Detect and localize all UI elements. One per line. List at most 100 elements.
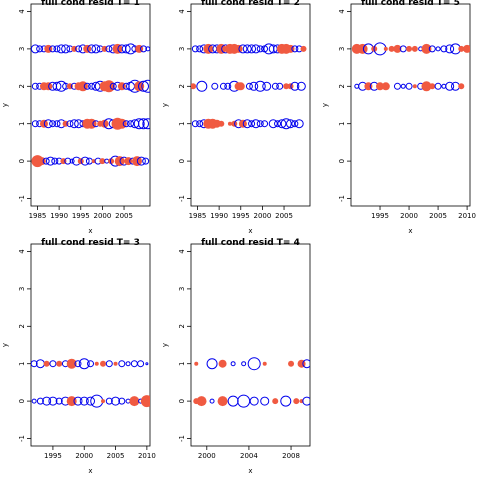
open-point bbox=[45, 156, 55, 166]
open-point bbox=[230, 361, 236, 367]
x-tick-label: 2004 bbox=[240, 452, 258, 460]
y-tick-label: 1 bbox=[338, 121, 346, 125]
open-point bbox=[31, 398, 37, 404]
points bbox=[351, 42, 470, 92]
open-point bbox=[196, 80, 208, 92]
filled-point bbox=[262, 361, 267, 366]
plot-frame bbox=[350, 3, 471, 207]
open-point bbox=[219, 82, 227, 90]
open-point bbox=[248, 120, 256, 128]
y-axis-label: y bbox=[1, 103, 9, 107]
y-tick-label: -1 bbox=[178, 195, 186, 202]
open-point bbox=[51, 157, 59, 165]
filled-point bbox=[217, 396, 228, 407]
open-point bbox=[227, 395, 239, 407]
open-point bbox=[400, 83, 406, 89]
y-tick-label: 1 bbox=[178, 121, 186, 125]
open-point bbox=[142, 118, 150, 130]
open-point bbox=[56, 44, 66, 54]
open-point bbox=[31, 120, 39, 128]
filled-point bbox=[393, 44, 402, 53]
x-tick-label: 2000 bbox=[93, 212, 111, 220]
open-point bbox=[49, 120, 57, 128]
open-point bbox=[64, 157, 72, 165]
open-point bbox=[83, 82, 91, 90]
filled-point bbox=[357, 43, 368, 54]
y-tick-label: -1 bbox=[178, 435, 186, 442]
open-point bbox=[75, 45, 83, 53]
y-tick-label: 0 bbox=[18, 399, 26, 403]
open-point bbox=[74, 360, 82, 368]
filled-point bbox=[236, 82, 245, 91]
open-point bbox=[242, 44, 252, 54]
plot-frame bbox=[30, 3, 151, 207]
open-point bbox=[121, 44, 131, 54]
y-tick-label: 3 bbox=[178, 47, 186, 51]
open-point bbox=[140, 45, 148, 53]
open-point bbox=[86, 396, 95, 406]
filled-point bbox=[100, 119, 109, 128]
open-point bbox=[191, 45, 199, 53]
panel-title: full cond resid T= 2 bbox=[201, 0, 300, 8]
open-point bbox=[91, 44, 101, 54]
filled-point bbox=[381, 82, 390, 91]
x-tick-label: 1995 bbox=[44, 452, 62, 460]
open-point bbox=[137, 360, 145, 368]
filled-point bbox=[129, 396, 140, 407]
y-tick-label: 1 bbox=[18, 361, 26, 365]
open-point bbox=[206, 358, 218, 370]
x-axis-label: x bbox=[248, 227, 252, 235]
open-point bbox=[130, 360, 138, 368]
open-point bbox=[445, 81, 455, 91]
filled-point bbox=[383, 46, 388, 51]
open-point bbox=[49, 360, 57, 368]
x-tick-label: 1995 bbox=[72, 212, 90, 220]
open-point bbox=[48, 396, 58, 406]
x-tick-label: 1985 bbox=[29, 212, 47, 220]
open-point bbox=[141, 79, 150, 93]
x-tick-label: 1990 bbox=[50, 212, 68, 220]
filled-point bbox=[388, 45, 395, 52]
x-axis-label: x bbox=[88, 227, 92, 235]
open-point bbox=[249, 81, 259, 91]
filled-point bbox=[86, 118, 97, 129]
open-point bbox=[440, 45, 448, 53]
open-point bbox=[127, 120, 135, 128]
x-axis-label: x bbox=[248, 467, 252, 475]
open-point bbox=[31, 44, 40, 54]
y-axis-label: y bbox=[321, 103, 329, 107]
open-point bbox=[87, 44, 97, 54]
open-point bbox=[211, 82, 219, 90]
open-point bbox=[238, 44, 248, 54]
filled-point bbox=[191, 83, 197, 90]
filled-point bbox=[66, 358, 77, 369]
filled-point bbox=[56, 360, 63, 367]
open-point bbox=[142, 157, 150, 165]
open-point bbox=[43, 119, 53, 129]
filled-point bbox=[134, 81, 145, 92]
filled-point bbox=[421, 81, 432, 92]
open-point bbox=[294, 119, 304, 129]
y-axis-label: y bbox=[161, 103, 169, 107]
open-point bbox=[42, 396, 52, 406]
y-tick-label: 1 bbox=[178, 361, 186, 365]
plot-frame bbox=[30, 243, 151, 447]
open-point bbox=[136, 156, 146, 166]
open-point bbox=[241, 361, 247, 367]
open-point bbox=[290, 81, 300, 91]
filled-point bbox=[113, 361, 118, 366]
open-point bbox=[73, 396, 83, 406]
y-tick-label: 2 bbox=[338, 84, 346, 88]
y-tick-label: 1 bbox=[18, 121, 26, 125]
open-point bbox=[105, 45, 113, 53]
open-point bbox=[296, 81, 306, 91]
filled-point bbox=[227, 121, 232, 126]
open-point bbox=[286, 119, 296, 129]
open-point bbox=[52, 81, 62, 91]
filled-point bbox=[411, 45, 418, 52]
x-tick-label: 2005 bbox=[107, 452, 125, 460]
filled-point bbox=[43, 360, 50, 367]
x-tick-label: 1995 bbox=[232, 212, 250, 220]
y-axis-label: y bbox=[161, 343, 169, 347]
x-tick-label: 2000 bbox=[253, 212, 271, 220]
